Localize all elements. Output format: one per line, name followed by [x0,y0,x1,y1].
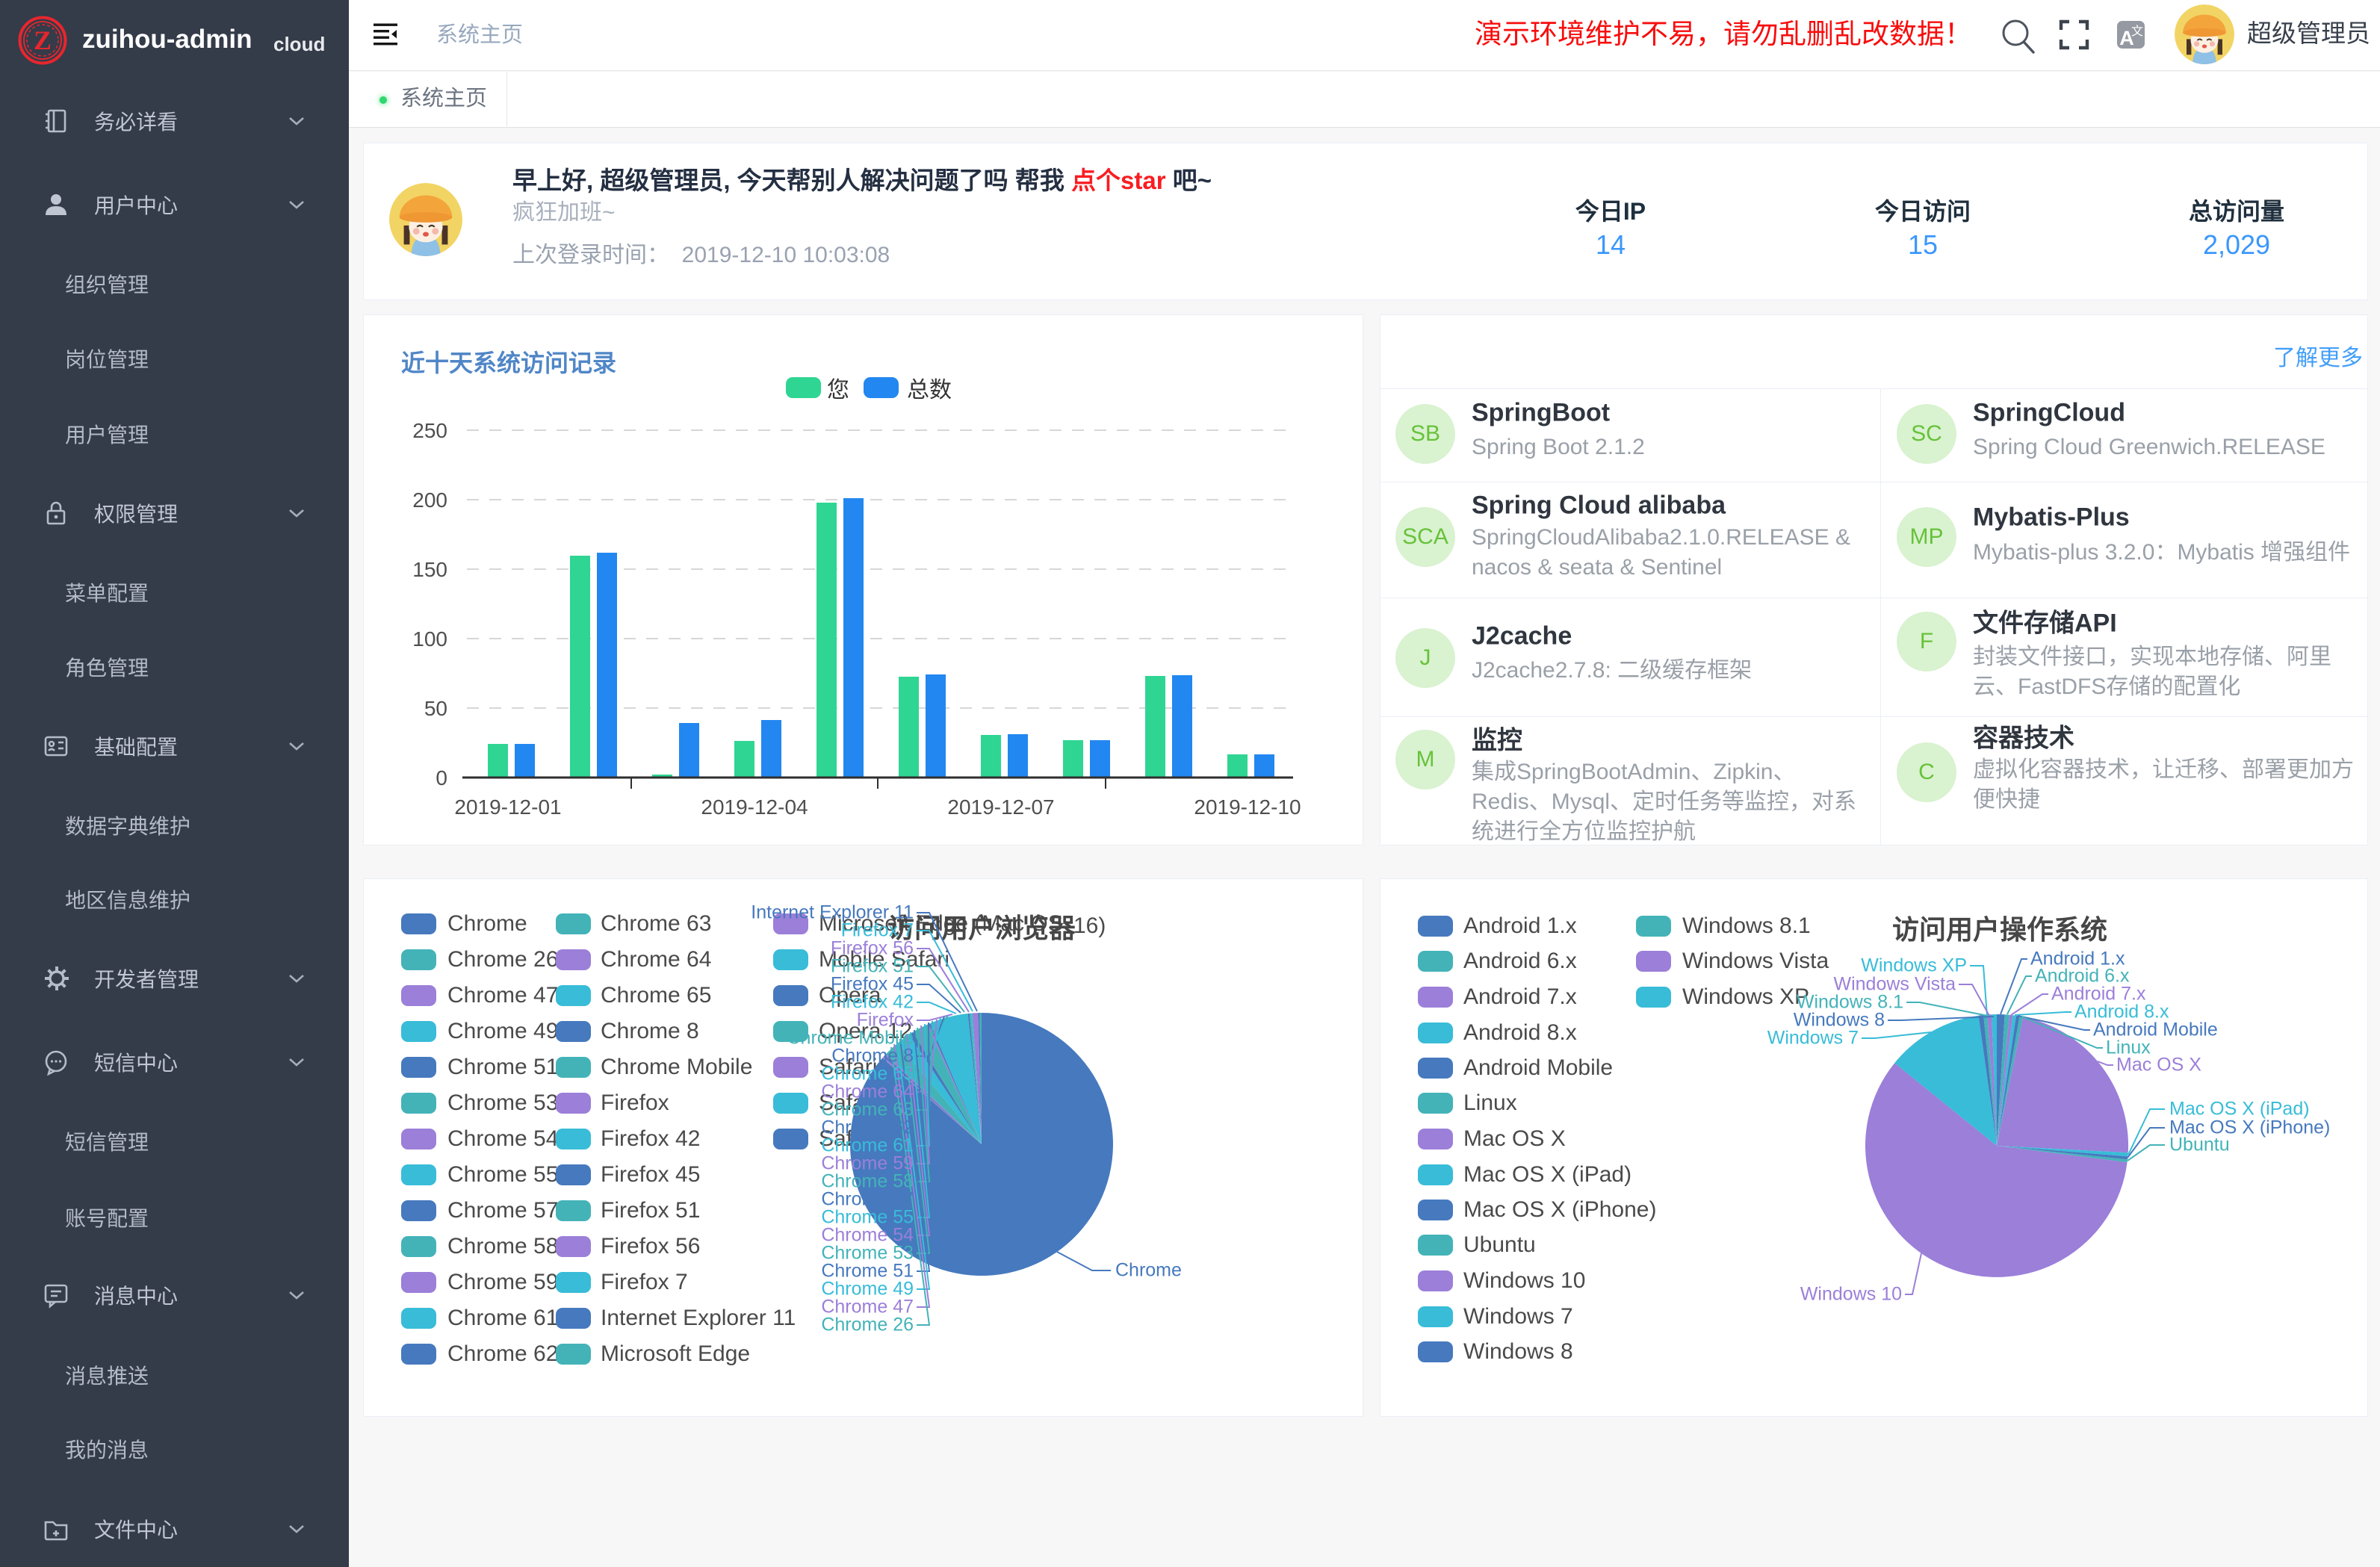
svg-text:2019-12-10: 2019-12-10 [1194,795,1301,819]
svg-text:A: A [2119,27,2134,49]
svg-text:2019-12-04: 2019-12-04 [701,795,808,819]
svg-text:250: 250 [412,419,447,442]
svg-text:150: 150 [412,558,447,581]
svg-text:100: 100 [412,627,447,651]
svg-text:Z: Z [34,25,52,55]
svg-text:文: 文 [2131,25,2143,38]
svg-text:2019-12-01: 2019-12-01 [454,795,561,819]
svg-text:2019-12-07: 2019-12-07 [947,795,1054,819]
svg-text:0: 0 [436,766,447,789]
svg-text:200: 200 [412,488,447,512]
svg-text:50: 50 [424,697,447,720]
